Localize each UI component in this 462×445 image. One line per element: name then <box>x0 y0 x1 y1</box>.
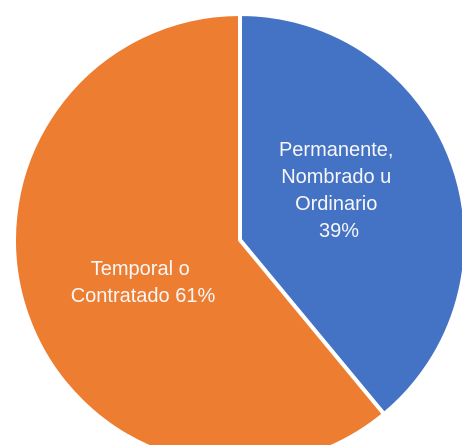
slice-label-permanente: Permanente, Nombrado u Ordinario 39% <box>279 139 399 242</box>
slice-label-line: Permanente, <box>279 139 394 161</box>
pie-slice-temporal <box>12 12 387 445</box>
slice-label-line: Temporal o <box>91 258 190 280</box>
slices-group <box>12 12 462 445</box>
pie-slice-permanente <box>238 12 462 417</box>
labels-group: Permanente, Nombrado u Ordinario 39% Tem… <box>71 139 399 307</box>
slice-label-line: Contratado 61% <box>71 285 216 307</box>
slice-label-line: Nombrado u <box>281 166 391 188</box>
slice-label-line: 39% <box>319 220 359 242</box>
slice-label-temporal: Temporal o Contratado 61% <box>71 258 216 307</box>
slice-label-line: Ordinario <box>295 193 377 215</box>
